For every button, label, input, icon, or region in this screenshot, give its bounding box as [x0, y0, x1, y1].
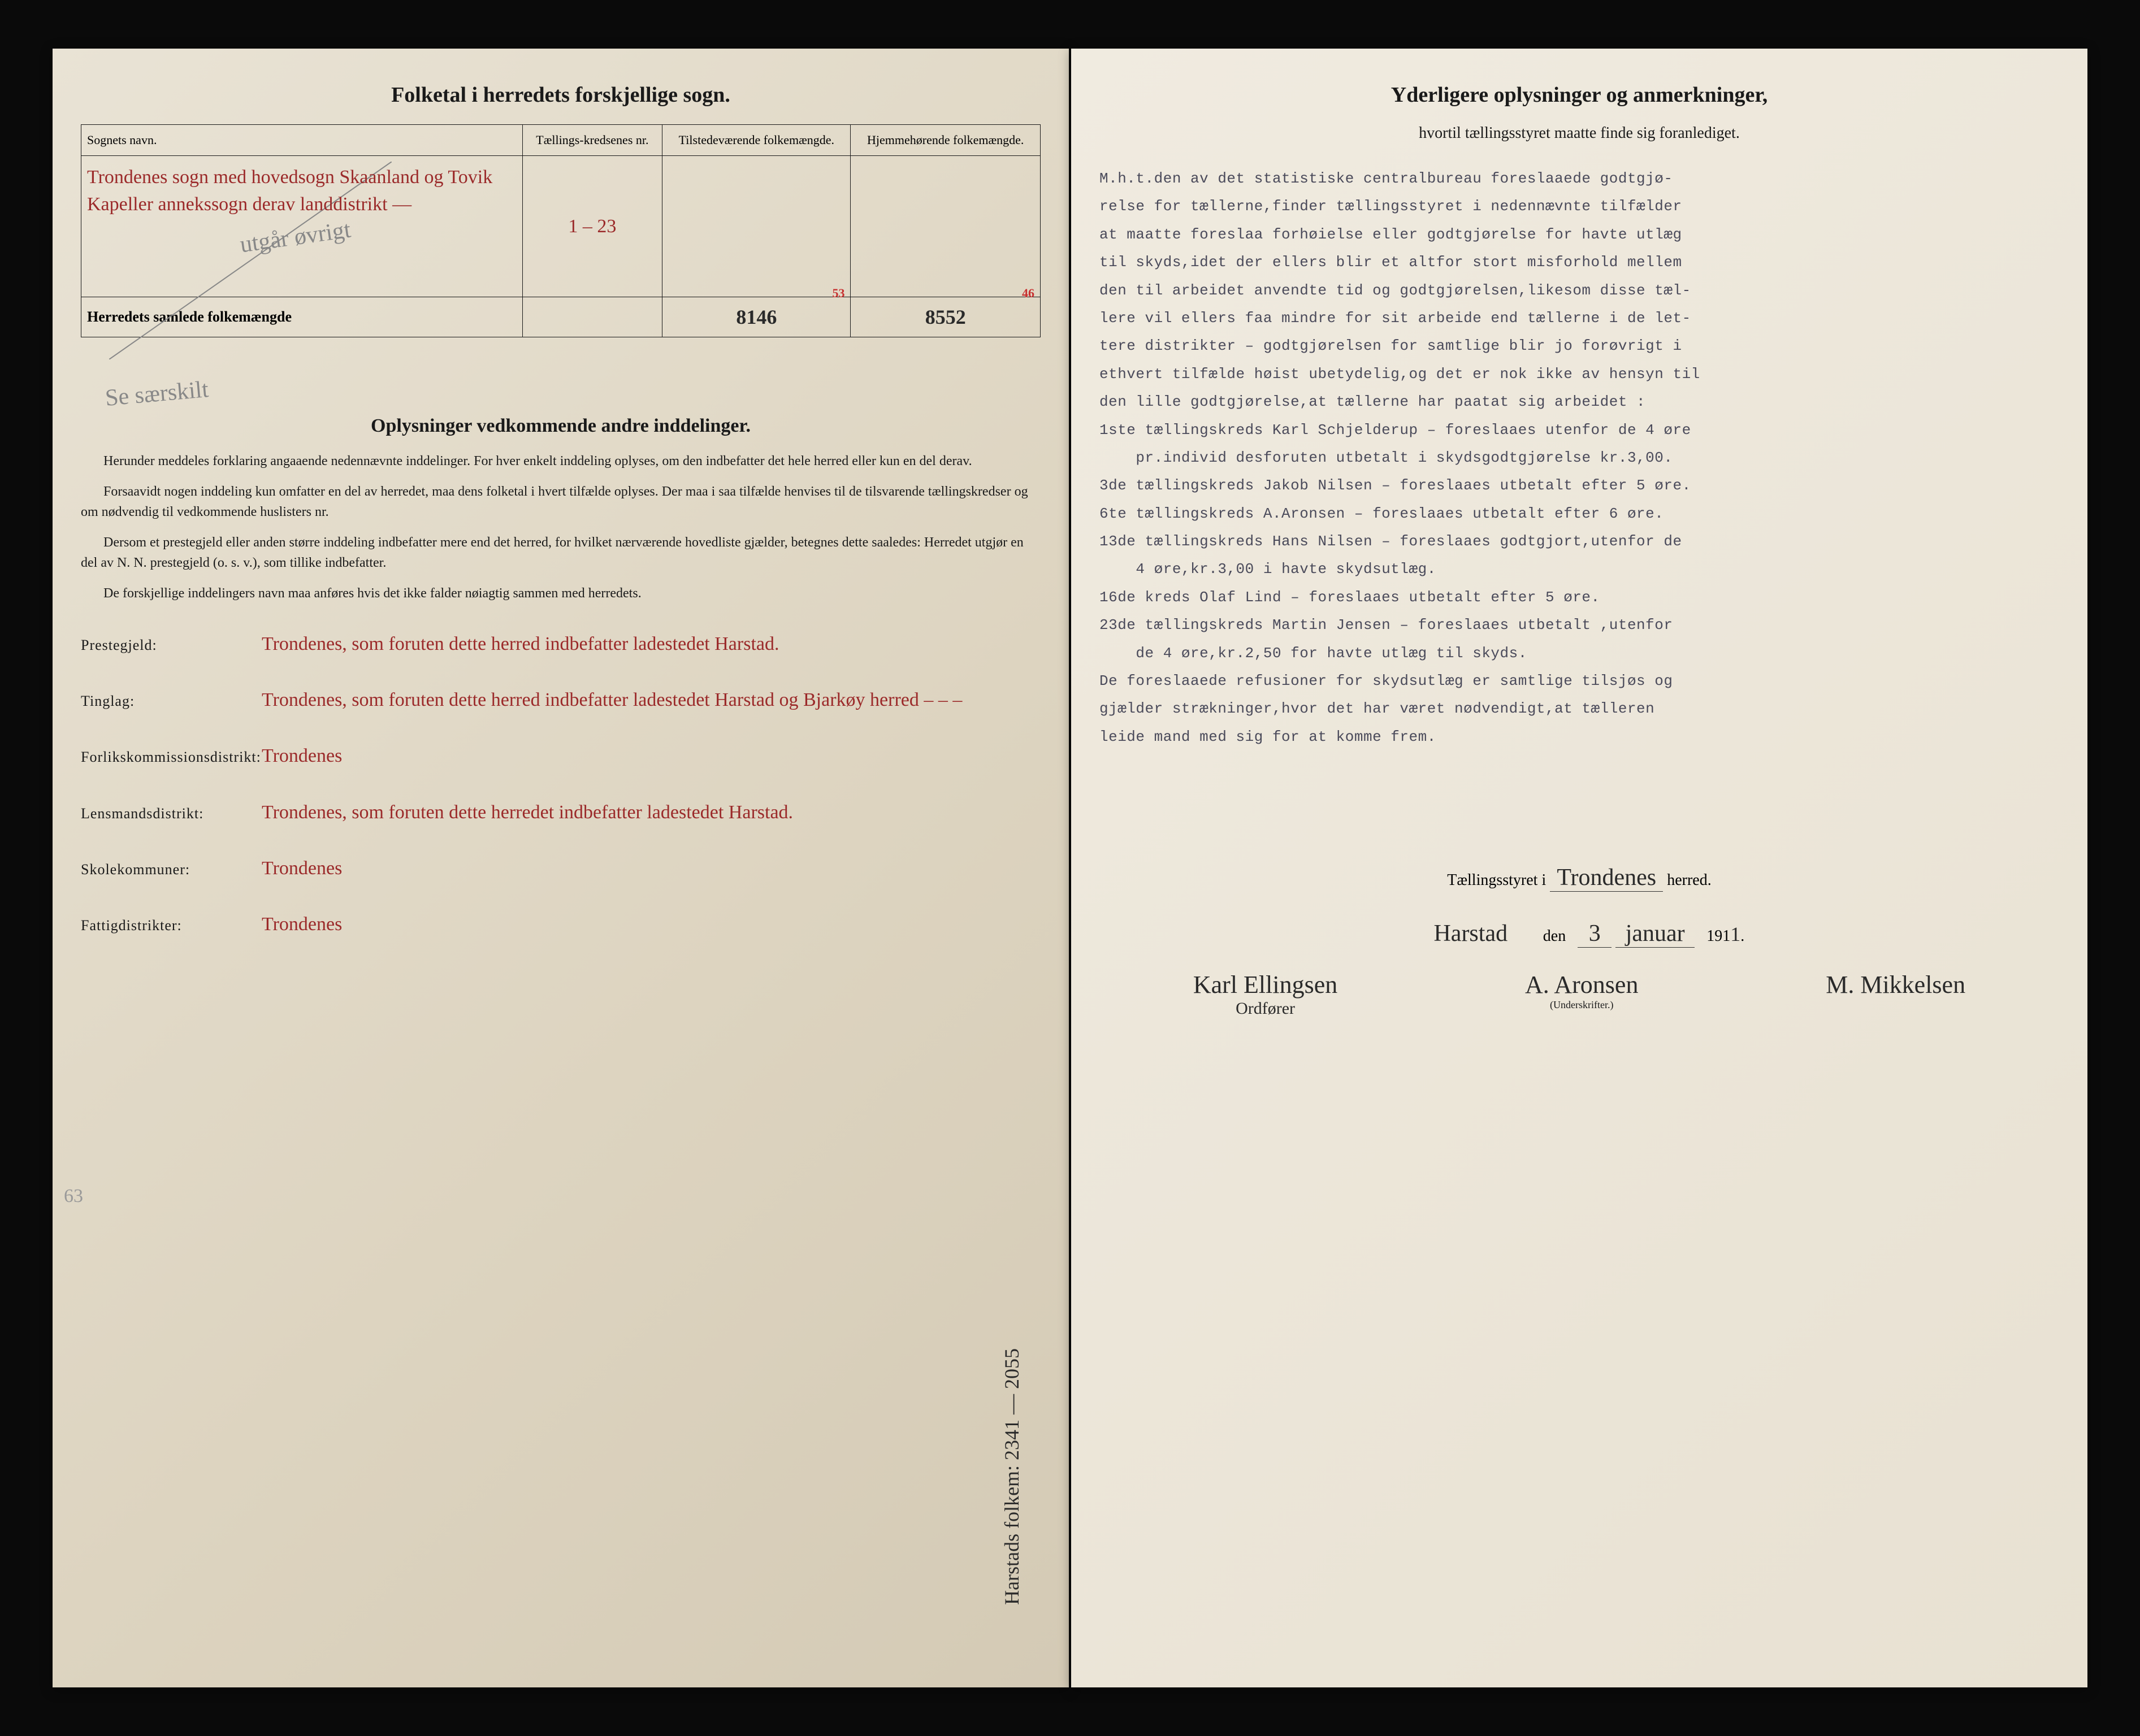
signature-2: A. Aronsen — [1525, 970, 1638, 999]
field-group: Prestegjeld: Trondenes, som foruten dett… — [81, 632, 1041, 937]
sig-prefix: Tællingsstyret i — [1447, 871, 1546, 889]
value-lensmand: Trondenes, som foruten dette herredet in… — [262, 800, 1041, 825]
tilstede-cell-empty — [662, 156, 851, 297]
value-forlik: Trondenes — [262, 744, 1041, 769]
signature-block: Tællingsstyret i Trondenes herred. Harst… — [1099, 864, 2059, 1018]
signatures-row: Karl Ellingsen Ordfører A. Aronsen (Unde… — [1099, 970, 2059, 1018]
sig-under-label: (Underskrifter.) — [1525, 999, 1638, 1011]
table-header-row: Sognets navn. Tællings-kredsenes nr. Til… — [81, 125, 1041, 156]
total-label: Herredets samlede folkemængde — [81, 297, 523, 337]
kredse-nr: 1 – 23 — [568, 216, 616, 237]
para1: Herunder meddeles forklaring angaaende n… — [81, 451, 1041, 471]
sogn-name-handwritten: Trondenes sogn med hovedsogn Skaanland o… — [87, 167, 492, 215]
label-skole: Skolekommuner: — [81, 861, 262, 878]
label-lensmand: Lensmandsdistrikt: — [81, 805, 262, 822]
sig-place: Harstad — [1414, 920, 1527, 947]
field-prestegjeld: Prestegjeld: Trondenes, som foruten dett… — [81, 632, 1041, 657]
signature-1-block: Karl Ellingsen Ordfører — [1193, 970, 1337, 1018]
sig-herred-line: Tællingsstyret i Trondenes herred. — [1099, 864, 2059, 892]
right-subtitle: hvortil tællingsstyret maatte finde sig … — [1099, 124, 2059, 142]
total-kredse-empty — [522, 297, 662, 337]
left-page: Folketal i herredets forskjellige sogn. … — [53, 49, 1069, 1687]
date-month: januar — [1615, 920, 1695, 948]
label-fattig: Fattigdistrikter: — [81, 917, 262, 934]
sogn-name-cell: Trondenes sogn med hovedsogn Skaanland o… — [81, 156, 523, 297]
hjemme-cell-empty — [851, 156, 1041, 297]
label-prestegjeld: Prestegjeld: — [81, 637, 262, 654]
kredse-cell: 1 – 23 — [522, 156, 662, 297]
pencil-margin-63: 63 — [64, 1186, 83, 1207]
sig-date-line: Harstad den 3 januar 1911. — [1099, 920, 2059, 948]
col-tilstede: Tilstedeværende folkemængde. — [662, 125, 851, 156]
date-word-den: den — [1543, 927, 1566, 945]
label-forlik: Forlikskommissionsdistrikt: — [81, 749, 262, 766]
sig-herred-name: Trondenes — [1550, 864, 1663, 892]
value-prestegjeld: Trondenes, som foruten dette herred indb… — [262, 632, 1041, 657]
para4: De forskjellige inddelingers navn maa an… — [81, 583, 1041, 604]
vertical-margin-note: Harstads folkem: 2341 — 2055 — [1000, 1348, 1024, 1605]
para3: Dersom et prestegjeld eller anden større… — [81, 532, 1041, 573]
value-skole: Trondenes — [262, 856, 1041, 881]
value-tinglag: Trondenes, som foruten dette herred indb… — [262, 688, 1041, 713]
field-fattig: Fattigdistrikter: Trondenes — [81, 912, 1041, 937]
date-year-hand: 1 — [1730, 923, 1740, 945]
label-tinglag: Tinglag: — [81, 693, 262, 710]
right-page: Yderligere oplysninger og anmerkninger, … — [1071, 49, 2087, 1687]
date-year-print: 191 — [1706, 927, 1730, 945]
tilstede-correction: 53 — [832, 286, 844, 301]
census-table: Sognets navn. Tællings-kredsenes nr. Til… — [81, 124, 1041, 337]
field-tinglag: Tinglag: Trondenes, som foruten dette he… — [81, 688, 1041, 713]
field-skole: Skolekommuner: Trondenes — [81, 856, 1041, 881]
signature-2-block: A. Aronsen (Underskrifter.) — [1525, 970, 1638, 1018]
left-title: Folketal i herredets forskjellige sogn. — [81, 83, 1041, 107]
sig-suffix: herred. — [1667, 871, 1712, 889]
hjemme-correction: 46 — [1022, 286, 1034, 301]
document-spread: Folketal i herredets forskjellige sogn. … — [53, 49, 2087, 1687]
signature-3-block: M. Mikkelsen — [1826, 970, 1965, 1018]
field-forlik: Forlikskommissionsdistrikt: Trondenes — [81, 744, 1041, 769]
col-hjemme: Hjemmehørende folkemængde. — [851, 125, 1041, 156]
col-sogn: Sognets navn. — [81, 125, 523, 156]
col-kredse: Tællings-kredsenes nr. — [522, 125, 662, 156]
signature-1: Karl Ellingsen — [1193, 970, 1337, 999]
right-title: Yderligere oplysninger og anmerkninger, — [1099, 83, 2059, 107]
pencil-overlay-note: utgår øvrigt — [239, 216, 353, 259]
table-row: Trondenes sogn med hovedsogn Skaanland o… — [81, 156, 1041, 297]
signature-3: M. Mikkelsen — [1826, 970, 1965, 999]
para2: Forsaavidt nogen inddeling kun omfatter … — [81, 481, 1041, 522]
field-lensmand: Lensmandsdistrikt: Trondenes, som forute… — [81, 800, 1041, 825]
tilstede-value: 8146 — [736, 305, 777, 329]
typewriter-body: M.h.t.den av det statistiske centralbure… — [1099, 165, 2059, 751]
sig-role: Ordfører — [1193, 999, 1337, 1018]
section2-title: Oplysninger vedkommende andre inddelinge… — [81, 415, 1041, 437]
value-fattig: Trondenes — [262, 912, 1041, 937]
date-day: 3 — [1578, 920, 1612, 948]
